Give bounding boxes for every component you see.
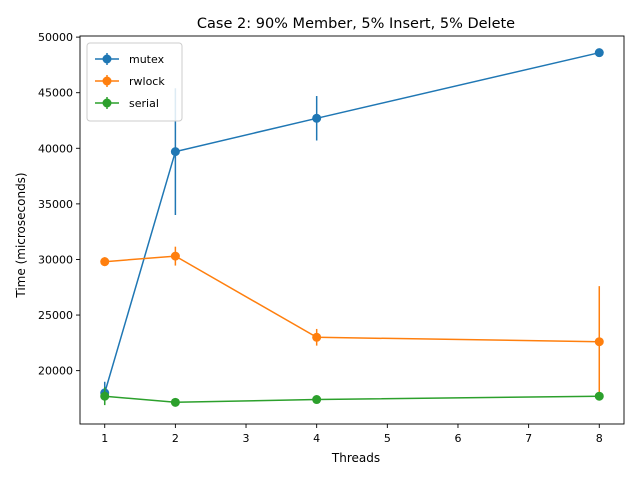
y-tick-label: 20000 xyxy=(38,365,73,378)
data-point-serial xyxy=(312,395,322,405)
axes-frame xyxy=(79,35,625,425)
y-tick-label: 45000 xyxy=(38,87,73,100)
series-line-rwlock xyxy=(104,255,600,343)
y-tick-label: 50000 xyxy=(38,31,73,44)
series-line-serial xyxy=(104,395,600,404)
data-point-rwlock xyxy=(594,337,604,347)
data-point-rwlock xyxy=(100,257,110,267)
chart-title: Case 2: 90% Member, 5% Insert, 5% Delete xyxy=(197,16,515,32)
data-point-rwlock xyxy=(170,251,180,261)
x-tick-label: 3 xyxy=(243,432,250,445)
legend-marker-rwlock xyxy=(102,76,112,86)
legend-marker-serial xyxy=(102,98,112,108)
x-tick-label: 6 xyxy=(454,432,461,445)
data-point-serial xyxy=(594,391,604,401)
x-axis-label: Threads xyxy=(331,451,380,465)
x-tick-label: 7 xyxy=(525,432,532,445)
legend-marker-mutex xyxy=(102,54,112,64)
data-point-mutex xyxy=(594,48,604,58)
legend-label-mutex: mutex xyxy=(129,53,165,66)
x-tick-label: 1 xyxy=(101,432,108,445)
x-tick-label: 8 xyxy=(596,432,603,445)
y-tick-label: 30000 xyxy=(38,253,73,266)
data-point-mutex xyxy=(312,113,322,123)
legend-label-serial: serial xyxy=(129,97,159,110)
data-point-rwlock xyxy=(312,332,322,342)
x-tick-label: 5 xyxy=(384,432,391,445)
y-axis-label: Time (microseconds) xyxy=(14,172,28,298)
axes: 1 2 3 4 5 6 7 8 20000 25000 30000 35000 40000 45000 50… xyxy=(38,31,625,445)
series-line-mutex xyxy=(103,51,600,394)
y-tick-label: 25000 xyxy=(38,309,73,322)
x-tick-label: 4 xyxy=(313,432,320,445)
plot-area xyxy=(100,48,604,407)
data-point-serial xyxy=(100,391,110,401)
data-point-mutex xyxy=(170,147,180,157)
legend-label-rwlock: rwlock xyxy=(129,75,165,88)
y-tick-label: 35000 xyxy=(38,198,73,211)
x-tick-label: 2 xyxy=(172,432,179,445)
data-point-serial xyxy=(170,397,180,407)
y-tick-label: 40000 xyxy=(38,142,73,155)
legend: mutex rwlock serial xyxy=(86,42,183,122)
